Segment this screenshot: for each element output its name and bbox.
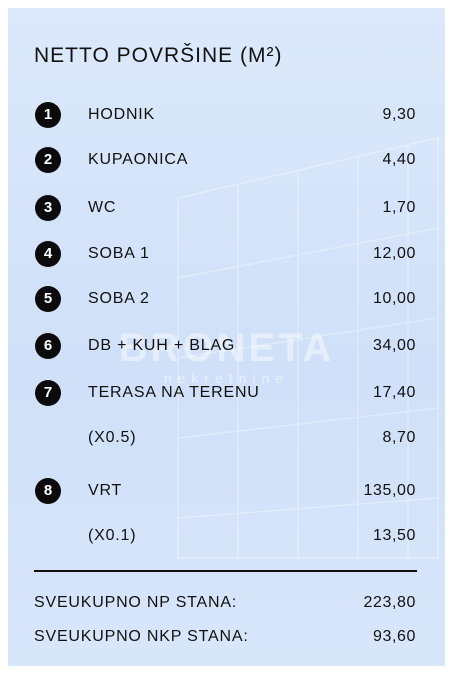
number-badge: 5 (35, 286, 61, 312)
row: 2 KUPAONICA 4,40 (8, 145, 445, 175)
card: BRONETA nekretnine NETTO POVRŠINE (M²) 1… (8, 8, 445, 666)
row: 7 TERASA NA TERENU 17,40 (8, 378, 445, 408)
building-sketch (177, 137, 439, 559)
row-value: 34,00 (372, 337, 416, 354)
row: (X0.5) 8,70 (8, 423, 445, 453)
total-value: 223,80 (363, 594, 416, 611)
watermark: BRONETA (118, 326, 335, 370)
number-badge: 4 (35, 241, 61, 267)
row-value: 10,00 (372, 290, 416, 307)
number-badge: 7 (35, 380, 61, 406)
row-label: TERASA NA TERENU (88, 384, 260, 401)
divider (34, 570, 417, 572)
row-value: 13,50 (372, 527, 416, 544)
row: (X0.1) 13,50 (8, 521, 445, 551)
row: 5 SOBA 2 10,00 (8, 284, 445, 314)
number-badge: 8 (35, 478, 61, 504)
row-value: 12,00 (372, 245, 416, 262)
row-label: WC (88, 199, 117, 216)
row-value: 1,70 (382, 199, 416, 216)
row-label: (X0.1) (88, 527, 137, 544)
number-badge: 1 (35, 102, 61, 128)
row-label: (X0.5) (88, 429, 137, 446)
total-label: SVEUKUPNO NKP STANA: (34, 628, 249, 645)
row-label: KUPAONICA (88, 151, 189, 168)
total-value: 93,60 (372, 628, 416, 645)
row: 6 DB + KUH + BLAG 34,00 (8, 331, 445, 361)
row-value: 17,40 (372, 384, 416, 401)
row-label: DB + KUH + BLAG (88, 337, 236, 354)
watermark-sub: nekretnine (163, 370, 290, 386)
number-badge: 6 (35, 333, 61, 359)
row-value: 9,30 (382, 106, 416, 123)
row-value: 4,40 (382, 151, 416, 168)
row: 1 HODNIK 9,30 (8, 100, 445, 130)
row: 4 SOBA 1 12,00 (8, 239, 445, 269)
row-label: SOBA 1 (88, 245, 150, 262)
row: 3 WC 1,70 (8, 193, 445, 223)
row-label: SOBA 2 (88, 290, 150, 307)
row-label: VRT (88, 482, 123, 499)
row-value: 8,70 (382, 429, 416, 446)
row-value: 135,00 (363, 482, 416, 499)
row-label: HODNIK (88, 106, 156, 123)
total-label: SVEUKUPNO NP STANA: (34, 594, 238, 611)
number-badge: 3 (35, 195, 61, 221)
row: 8 VRT 135,00 (8, 476, 445, 506)
number-badge: 2 (35, 147, 61, 173)
title: NETTO POVRŠINE (M²) (34, 44, 283, 67)
